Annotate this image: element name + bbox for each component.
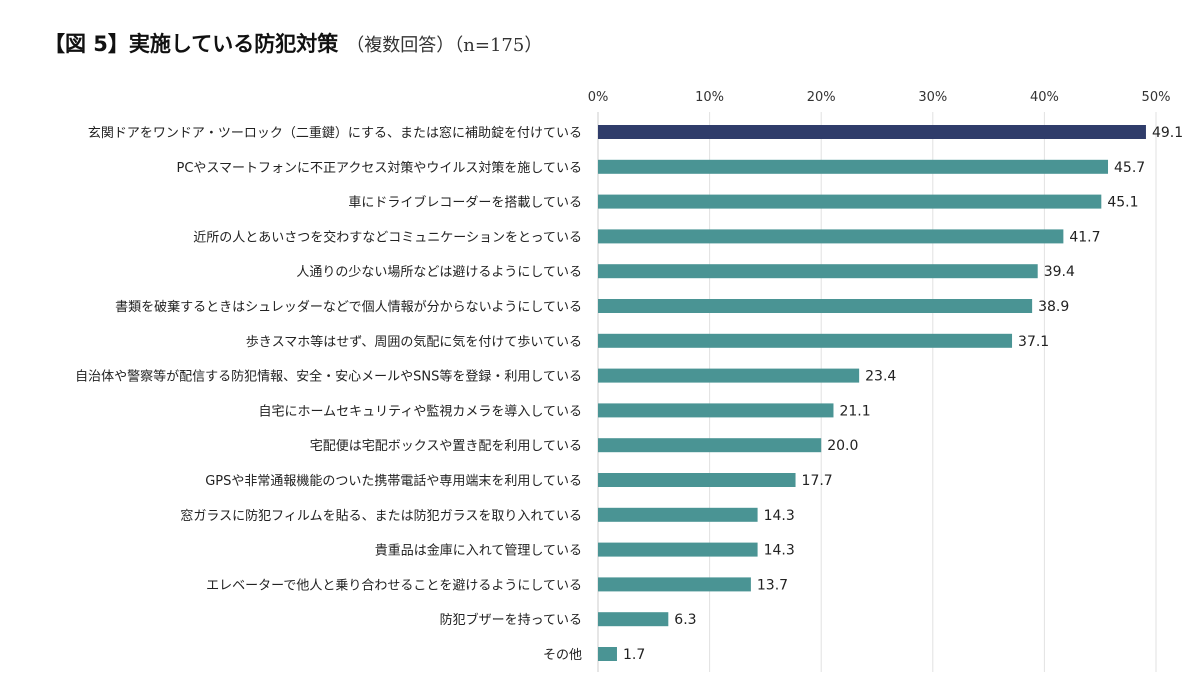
category-label: GPSや非常通報機能のついた携帯電話や専用端末を利用している xyxy=(205,473,582,489)
bar xyxy=(598,507,758,522)
bar xyxy=(598,159,1109,174)
category-label: 玄関ドアをワンドア・ツーロック（二重鍵）にする、または窓に補助錠を付けている xyxy=(88,125,582,141)
value-label: 39.4 xyxy=(1044,264,1075,280)
bar xyxy=(598,264,1038,279)
category-label: 自治体や警察等が配信する防犯情報、安全・安心メールやSNS等を登録・利用している xyxy=(75,369,582,385)
bar xyxy=(598,299,1033,313)
category-label: エレベーターで他人と乗り合わせることを避けるようにしている xyxy=(206,578,582,593)
value-label: 45.1 xyxy=(1107,195,1138,211)
bar xyxy=(598,577,751,592)
x-axis-ticks: 0% 10% 20% 30% 40% 50% xyxy=(588,90,1171,105)
value-label: 17.7 xyxy=(802,473,833,489)
value-label: 49.1 xyxy=(1152,125,1183,141)
value-label: 41.7 xyxy=(1069,229,1100,245)
category-label: その他 xyxy=(543,648,582,663)
bar xyxy=(598,438,822,453)
bars xyxy=(598,125,1146,661)
value-label: 38.9 xyxy=(1038,299,1069,315)
chart-title: 【図 5】実施している防犯対策 （複数回答）（n=175） xyxy=(44,28,542,68)
bar xyxy=(598,125,1146,139)
value-labels: 49.1 45.7 45.1 41.7 39.4 38.9 37.1 23.4 21.1 20.0… xyxy=(623,125,1183,663)
x-tick-label: 50% xyxy=(1142,90,1171,105)
value-label: 21.1 xyxy=(839,403,870,419)
category-label: 防犯ブザーを持っている xyxy=(440,612,582,628)
value-label: 14.3 xyxy=(764,508,795,524)
bar xyxy=(598,403,834,418)
bar xyxy=(598,473,796,487)
x-tick-label: 30% xyxy=(918,90,947,105)
bar xyxy=(598,368,860,383)
value-label: 23.4 xyxy=(865,369,896,385)
bar xyxy=(598,194,1102,209)
chart-title-sub: （複数回答）（n=175） xyxy=(346,35,543,56)
value-label: 13.7 xyxy=(757,577,788,593)
category-label: 近所の人とあいさつを交わすなどコミュニケーションをとっている xyxy=(193,229,582,245)
value-label: 14.3 xyxy=(764,543,795,559)
x-tick-label: 10% xyxy=(695,90,724,105)
value-label: 37.1 xyxy=(1018,334,1049,350)
category-label: 宅配便は宅配ボックスや置き配を利用している xyxy=(310,439,582,454)
category-label: 車にドライブレコーダーを搭載している xyxy=(348,195,582,211)
x-tick-label: 0% xyxy=(588,90,609,105)
value-label: 20.0 xyxy=(827,438,858,454)
category-labels: 玄関ドアをワンドア・ツーロック（二重鍵）にする、または窓に補助錠を付けている PC… xyxy=(75,125,582,663)
category-label: 窓ガラスに防犯フィルムを貼る、または防犯ガラスを取り入れている xyxy=(180,508,582,524)
x-tick-label: 40% xyxy=(1030,90,1059,105)
category-label: 貴重品は金庫に入れて管理している xyxy=(375,543,582,559)
value-label: 45.7 xyxy=(1114,160,1145,176)
bar xyxy=(598,229,1064,244)
category-label: 自宅にホームセキュリティや監視カメラを導入している xyxy=(259,403,582,419)
category-label: PCやスマートフォンに不正アクセス対策やウイルス対策を施している xyxy=(177,160,583,176)
category-label: 歩きスマホ等はせず、周囲の気配に気を付けて歩いている xyxy=(246,334,582,350)
bar xyxy=(598,542,758,557)
category-label: 人通りの少ない場所などは避けるようにしている xyxy=(296,265,582,280)
bar xyxy=(598,333,1013,348)
value-label: 1.7 xyxy=(623,647,645,663)
bar xyxy=(598,612,669,627)
value-label: 6.3 xyxy=(674,612,696,628)
category-label: 書類を破棄するときはシュレッダーなどで個人情報が分からないようにしている xyxy=(115,300,582,315)
bar xyxy=(598,647,617,661)
chart-title-main: 【図 5】実施している防犯対策 xyxy=(44,32,339,56)
x-tick-label: 20% xyxy=(807,90,836,105)
